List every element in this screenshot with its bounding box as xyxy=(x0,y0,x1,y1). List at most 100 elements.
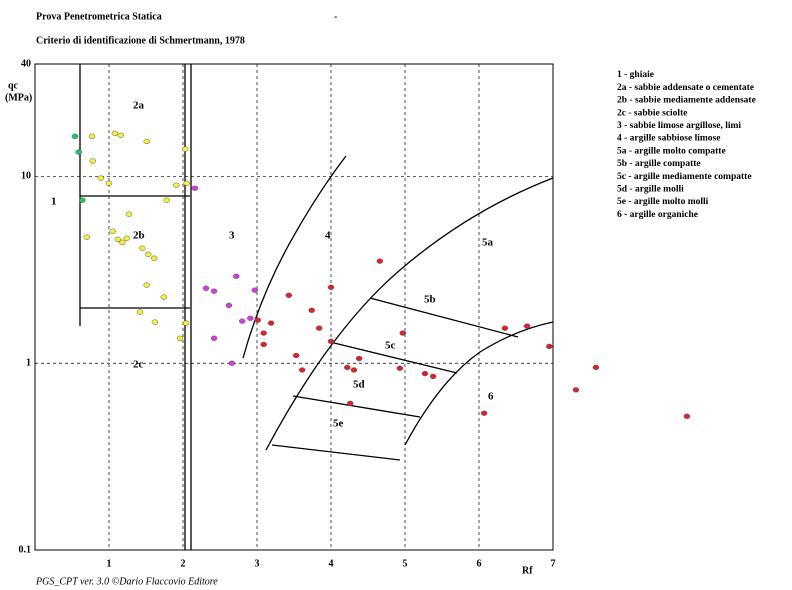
point xyxy=(683,413,691,419)
point xyxy=(480,410,488,416)
zone-label: 3 xyxy=(229,230,235,242)
x-tick-label: 2 xyxy=(181,558,186,569)
x-tick-label: 5 xyxy=(403,558,408,569)
plot-frame xyxy=(34,63,554,551)
point xyxy=(572,387,580,393)
point xyxy=(109,228,116,234)
point xyxy=(429,373,437,380)
point xyxy=(163,197,170,203)
x-axis-label: Rf xyxy=(522,565,533,576)
legend-entry: 5b - argille compatte xyxy=(617,159,701,169)
point xyxy=(292,352,300,359)
point xyxy=(327,338,335,344)
point xyxy=(176,335,184,341)
zone-label: 5b xyxy=(424,294,436,306)
point xyxy=(233,273,240,279)
y-axis-label: (MPa) xyxy=(5,92,32,103)
point xyxy=(260,341,267,348)
point xyxy=(97,175,105,181)
legend-entry: 3 - sabbie limose argillose, limi xyxy=(617,121,741,131)
point xyxy=(210,288,218,294)
point xyxy=(88,133,96,139)
point xyxy=(75,149,82,155)
point xyxy=(111,130,119,137)
point xyxy=(254,317,261,323)
point xyxy=(181,146,189,152)
point xyxy=(123,235,131,241)
point xyxy=(83,234,91,240)
legend-entry: 2b - sabbie mediamente addensate xyxy=(617,96,756,106)
chart-subtitle: Criterio di identificazione di Schmertma… xyxy=(36,35,245,46)
point xyxy=(225,302,233,309)
boundary xyxy=(242,155,347,359)
legend-entry: 4 - argille sabbiose limose xyxy=(617,134,720,144)
zone-label: 2b xyxy=(133,230,145,242)
point xyxy=(523,323,531,329)
zone-label: 5e xyxy=(333,418,344,430)
boundary xyxy=(329,341,458,374)
title-dash: - xyxy=(334,11,337,22)
point xyxy=(247,315,254,321)
point xyxy=(117,132,125,138)
x-tick-label: 6 xyxy=(477,558,482,569)
zone-label: 2a xyxy=(133,100,145,112)
chart-title: Prova Penetrometrica Statica xyxy=(36,11,162,22)
legend-entry: 5d - argille molli xyxy=(617,184,684,194)
y-tick-label: 1 xyxy=(26,358,31,369)
point xyxy=(183,180,190,186)
zone-label: 6 xyxy=(488,391,494,403)
legend-entry: 5a - argille molto compatte xyxy=(617,146,726,156)
zone-label: 5d xyxy=(353,379,365,391)
y-tick-label: 10 xyxy=(21,171,31,182)
point xyxy=(421,370,429,377)
point xyxy=(182,320,190,326)
legend-entry: 5c - argille mediamente compatte xyxy=(617,172,752,182)
point xyxy=(308,307,316,313)
point xyxy=(119,239,126,245)
x-tick-label: 3 xyxy=(255,558,260,569)
legend-entry: 5e - argille molto molli xyxy=(617,197,709,207)
point xyxy=(501,325,509,331)
point xyxy=(151,319,159,325)
x-tick-label: 1 xyxy=(107,558,112,569)
point xyxy=(285,292,293,298)
point xyxy=(355,355,363,362)
point xyxy=(346,400,354,406)
legend: 1 - ghiaie 2a - sabbie addensate o cement… xyxy=(617,70,756,220)
point xyxy=(376,258,384,264)
point xyxy=(105,180,113,186)
zone-label: 2c xyxy=(133,359,144,371)
point xyxy=(396,365,404,371)
zone-label: 1 xyxy=(51,196,57,208)
boundary xyxy=(369,297,519,338)
point xyxy=(210,335,218,341)
point xyxy=(89,158,96,164)
point xyxy=(315,325,323,331)
legend-entry: 1 - ghiaie xyxy=(617,70,654,80)
point xyxy=(251,287,259,293)
point xyxy=(160,294,168,300)
point xyxy=(344,364,351,371)
zone-label: 4 xyxy=(325,230,331,242)
point xyxy=(150,255,158,261)
point xyxy=(546,343,553,350)
point xyxy=(191,185,199,191)
y-axis-label: qc xyxy=(8,80,19,91)
point xyxy=(143,282,150,288)
point xyxy=(228,360,236,366)
point xyxy=(298,367,306,373)
points xyxy=(71,130,691,419)
legend-entry: 2a - sabbie addensate o cementate xyxy=(617,83,754,93)
boundary xyxy=(271,444,401,461)
point xyxy=(173,182,180,188)
point xyxy=(125,211,133,217)
point xyxy=(114,236,122,242)
zone-label: 5c xyxy=(385,340,396,352)
point xyxy=(399,330,407,336)
x-tick-label: 4 xyxy=(329,558,334,569)
point xyxy=(202,285,210,291)
point xyxy=(350,367,358,373)
point xyxy=(267,320,275,326)
point xyxy=(327,284,335,290)
